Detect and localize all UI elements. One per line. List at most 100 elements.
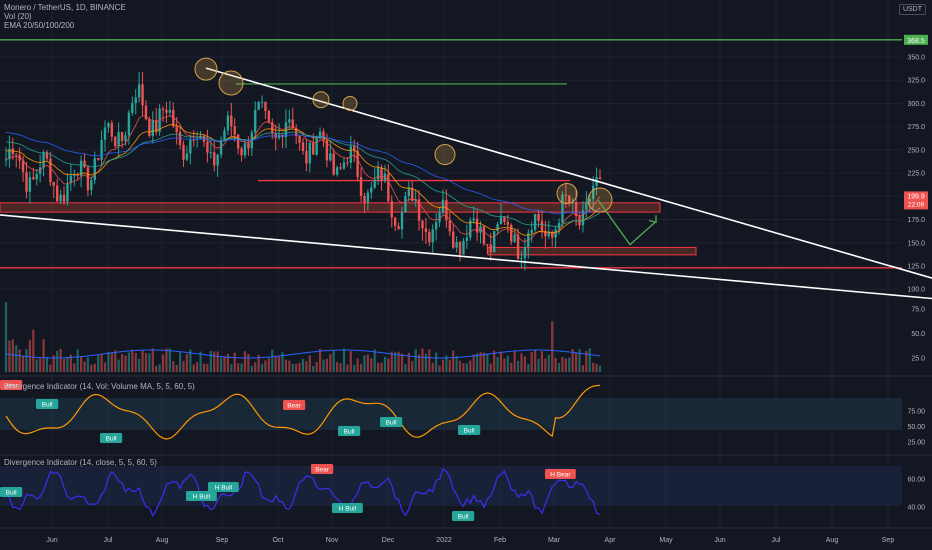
candle-body: [308, 142, 312, 164]
candle-body: [499, 216, 503, 225]
candle-body: [434, 222, 438, 230]
candle-body: [445, 199, 448, 221]
volume-bar: [97, 354, 100, 372]
volume-bar: [486, 353, 489, 372]
candle-body: [298, 135, 301, 143]
volume-bar: [571, 349, 574, 372]
volume-bar: [489, 363, 492, 372]
volume-bar: [189, 349, 192, 372]
candle-body: [356, 150, 359, 178]
candle-body: [363, 196, 366, 203]
candle-body: [353, 146, 356, 151]
candle-body: [428, 231, 431, 243]
volume-bar: [469, 360, 472, 372]
candle-body: [591, 186, 595, 199]
tag-bull: Bull: [42, 402, 53, 409]
candle-body: [448, 220, 451, 232]
candle-body: [96, 158, 100, 160]
highlight-circle: [312, 91, 330, 109]
tag-bull-bg: [338, 426, 361, 436]
candle-body: [131, 102, 134, 113]
candle-body: [503, 216, 506, 223]
volume-bar: [513, 350, 516, 372]
volume-bar: [117, 359, 120, 372]
candle-body: [83, 160, 86, 168]
volume-bar: [233, 352, 236, 372]
volume-bar: [359, 363, 363, 372]
ema-legend[interactable]: EMA 20/50/100/200: [4, 21, 75, 30]
candle-body: [260, 101, 264, 103]
osc2-label[interactable]: Divergence Indicator (14, close, 5, 5, 6…: [4, 458, 157, 467]
candle-body: [240, 148, 243, 156]
tag-bear-bg: [283, 400, 306, 410]
volume-bar: [52, 355, 55, 372]
volume-bar: [527, 364, 530, 372]
volume-bar: [308, 355, 311, 372]
candle-body: [438, 212, 441, 223]
volume-bar: [435, 352, 438, 372]
candle-body: [537, 214, 540, 221]
candle-body: [329, 153, 332, 161]
volume-bar: [346, 364, 349, 372]
volume-legend[interactable]: Vol (20): [4, 12, 32, 21]
lower-trendline: [0, 214, 932, 300]
tag-bull-bg: [380, 417, 403, 427]
candle-body: [458, 242, 462, 255]
candle-body: [100, 139, 103, 160]
volume-bar: [397, 351, 400, 372]
candle-body: [322, 131, 325, 141]
volume-bar: [86, 357, 90, 372]
volume-bar: [390, 351, 393, 372]
candle-body: [489, 244, 492, 253]
candle-body: [226, 115, 230, 131]
symbol-title[interactable]: Monero / TetherUS, 1D, BINANCE: [4, 3, 126, 12]
candle-body: [547, 232, 550, 237]
volume-bar: [448, 359, 451, 372]
candle-body: [271, 122, 274, 134]
volume-bar: [45, 356, 49, 372]
last-price-tag: 199.9: [907, 193, 925, 200]
candle-body: [79, 160, 83, 176]
candle-body: [4, 159, 8, 161]
volume-bar: [168, 348, 171, 372]
volume-bar: [120, 354, 124, 372]
volume-bar: [21, 355, 25, 372]
volume-bar: [206, 363, 209, 372]
volume-bar: [530, 351, 533, 372]
volume-bar: [356, 358, 359, 372]
tag-bear-bg: [0, 380, 23, 390]
price-axis-label: 125.0: [907, 264, 925, 271]
volume-bar: [230, 364, 233, 372]
volume-bar: [499, 351, 503, 372]
candle-body: [124, 135, 127, 142]
candle-body: [411, 187, 414, 202]
volume-bar: [59, 348, 62, 372]
candle-body: [161, 108, 165, 110]
volume-bar: [4, 302, 8, 372]
volume-bar: [363, 355, 366, 372]
candle-body: [376, 167, 380, 180]
candle-body: [175, 126, 178, 133]
time-axis-label: May: [659, 537, 673, 544]
volume-bar: [107, 351, 110, 372]
candle-body: [21, 160, 25, 173]
osc1-legend: Divergence Indicator (14, Vol: Volume MA…: [4, 382, 195, 391]
volume-bar: [400, 353, 404, 372]
candle-body: [370, 187, 373, 193]
volume-bar: [213, 351, 216, 372]
quote-currency-badge[interactable]: USDT: [898, 4, 926, 15]
volume-bar: [209, 350, 212, 372]
candle-body: [151, 120, 154, 136]
candle-body: [588, 198, 591, 202]
osc1-label[interactable]: Divergence Indicator (14, Vol: Volume MA…: [4, 382, 195, 391]
volume-bar: [322, 359, 325, 372]
candle-body: [469, 220, 472, 238]
volume-bar: [260, 363, 264, 372]
candle-body: [247, 143, 250, 149]
volume-bar: [291, 363, 294, 372]
volume-bar: [66, 356, 69, 372]
candle-body: [475, 218, 479, 233]
volume-bar: [175, 364, 178, 372]
